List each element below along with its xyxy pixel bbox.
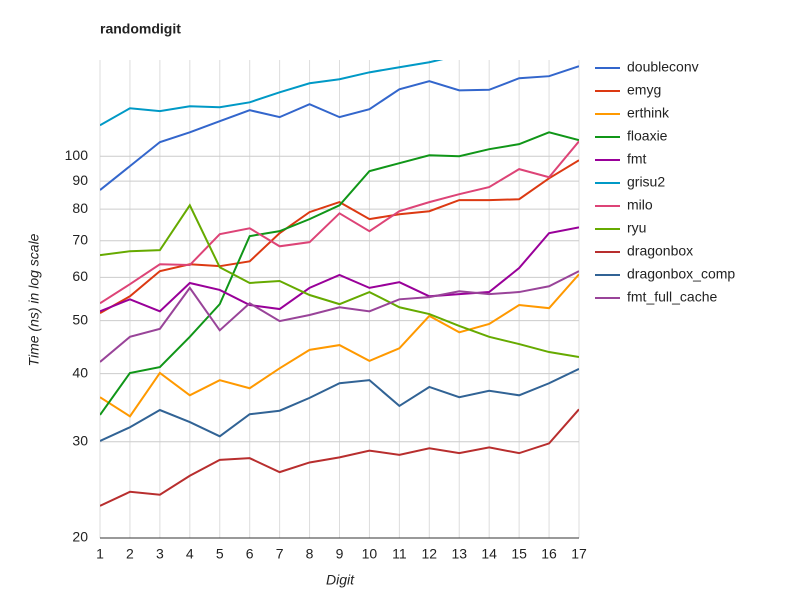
legend-label: milo: [627, 197, 653, 213]
x-tick-label: 5: [216, 546, 224, 562]
x-tick-label: 4: [186, 546, 194, 562]
x-tick-label: 9: [336, 546, 344, 562]
y-tick-label: 40: [72, 364, 88, 380]
series-line: [100, 367, 579, 442]
y-tick-label: 70: [72, 232, 88, 248]
y-tick-label: 20: [72, 529, 88, 545]
series-line: [100, 203, 579, 358]
series-line: [100, 65, 579, 191]
legend-label: erthink: [627, 105, 670, 121]
series-line: [100, 131, 579, 416]
y-tick-label: 60: [72, 268, 88, 284]
x-tick-label: 2: [126, 546, 134, 562]
chart-title: randomdigit: [100, 21, 181, 37]
legend-label: fmt: [627, 151, 647, 167]
legend-label: dragonbox_comp: [627, 266, 735, 282]
x-tick-label: 1: [96, 546, 104, 562]
x-tick-label: 7: [276, 546, 284, 562]
legend-label: emyg: [627, 82, 661, 98]
x-tick-label: 10: [362, 546, 378, 562]
series-line: [100, 140, 579, 305]
legend-label: fmt_full_cache: [627, 289, 717, 305]
x-tick-label: 14: [481, 546, 497, 562]
series-line: [100, 60, 444, 127]
y-axis-label: Time (ns) in log scale: [26, 233, 42, 366]
legend-label: ryu: [627, 220, 646, 236]
x-tick-label: 15: [511, 546, 527, 562]
x-tick-label: 16: [541, 546, 557, 562]
x-tick-label: 6: [246, 546, 254, 562]
plot-lines: [100, 60, 579, 507]
y-tick-label: 30: [72, 433, 88, 449]
legend-label: doubleconv: [627, 59, 699, 75]
x-axis-label: Digit: [326, 572, 355, 588]
y-tick-label: 90: [72, 172, 88, 188]
x-tick-label: 13: [451, 546, 467, 562]
y-tick-label: 100: [65, 147, 89, 163]
x-tick-label: 3: [156, 546, 164, 562]
y-tick-label: 80: [72, 200, 88, 216]
x-tick-label: 12: [422, 546, 438, 562]
series-line: [100, 270, 579, 363]
series-line: [100, 408, 579, 507]
series-line: [100, 273, 579, 418]
legend-label: dragonbox: [627, 243, 693, 259]
series-line: [100, 226, 579, 313]
x-tick-label: 17: [571, 546, 587, 562]
legend-label: grisu2: [627, 174, 665, 190]
legend-label: floaxie: [627, 128, 668, 144]
x-tick-label: 11: [392, 546, 407, 562]
x-tick-label: 8: [306, 546, 314, 562]
y-tick-label: 50: [72, 311, 88, 327]
series-line: [100, 159, 579, 315]
